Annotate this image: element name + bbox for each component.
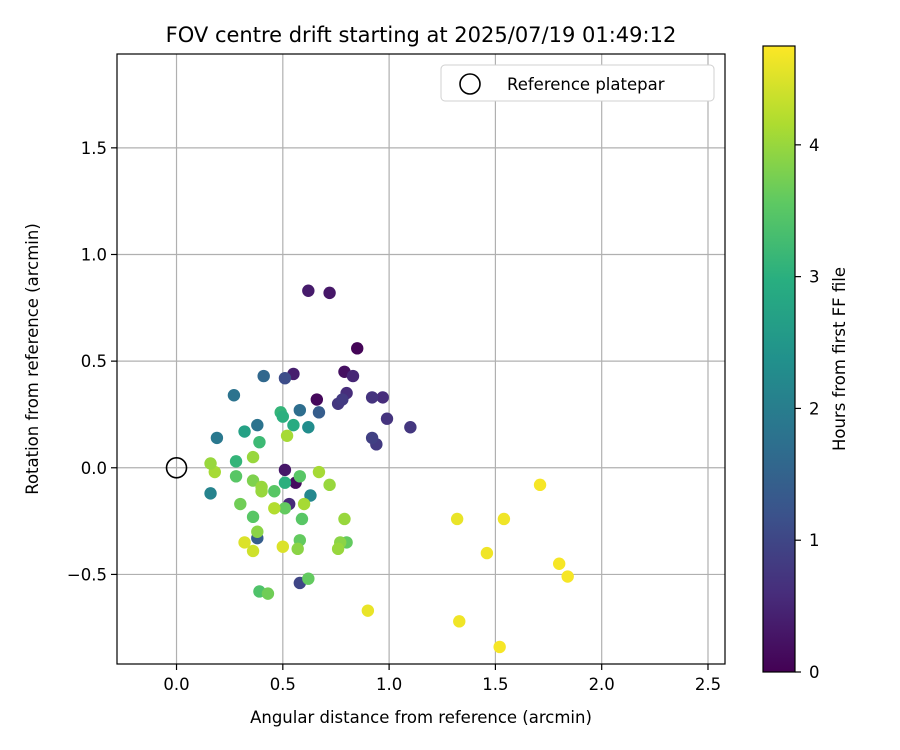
data-point (295, 512, 309, 526)
data-point (302, 421, 315, 434)
data-point (291, 542, 304, 556)
colorbar-tick-label: 4 (809, 136, 820, 155)
data-point (278, 371, 292, 385)
data-point (280, 429, 294, 442)
data-point (351, 342, 364, 355)
data-point (312, 465, 326, 479)
plot-frame (116, 53, 726, 665)
legend-box (440, 64, 715, 102)
data-point (261, 587, 275, 600)
data-point (278, 476, 292, 489)
x-axis-ticks: 0.0 0.5 1.0 1.5 2.0 2.5 (163, 664, 721, 694)
colorbar-gradient (762, 45, 796, 673)
data-point (323, 478, 336, 492)
y-tick-label: 0.0 (81, 459, 107, 478)
data-point (404, 421, 417, 434)
data-point (246, 474, 260, 487)
legend: Reference platepar (440, 64, 715, 102)
colorbar-label: Hours from first FF file (830, 267, 849, 451)
colorbar-ticks: 0 1 2 3 4 (795, 136, 820, 682)
data-point (227, 389, 241, 402)
data-point (246, 450, 260, 464)
data-point (246, 510, 260, 524)
y-axis-ticks: −0.5 0.0 0.5 1.0 1.5 (67, 139, 117, 584)
data-point (204, 457, 217, 470)
data-point (268, 502, 281, 515)
y-axis-label: Rotation from reference (arcmin) (23, 223, 42, 495)
data-point (453, 615, 466, 628)
data-point (229, 470, 243, 483)
data-point (210, 431, 224, 445)
data-point (497, 512, 511, 526)
x-tick-label: 0.5 (270, 675, 296, 694)
data-point (246, 544, 260, 558)
x-tick-label: 2.5 (695, 675, 721, 694)
data-point (552, 557, 566, 570)
data-point (380, 412, 394, 425)
data-point (365, 391, 379, 404)
data-point (561, 570, 574, 583)
y-tick-label: 1.5 (81, 139, 107, 158)
x-tick-label: 2.0 (589, 675, 615, 694)
data-point (493, 640, 506, 654)
data-point (361, 604, 375, 617)
x-tick-label: 0.0 (163, 675, 189, 694)
chart-title: FOV centre drift starting at 2025/07/19 … (166, 23, 677, 47)
y-tick-label: −0.5 (67, 565, 107, 584)
data-point (346, 369, 360, 383)
data-point (293, 470, 307, 483)
data-point (365, 431, 379, 445)
legend-entry-reference: Reference platepar (507, 75, 665, 94)
data-point (229, 455, 243, 468)
data-point (480, 546, 494, 560)
x-tick-label: 1.5 (482, 675, 508, 694)
data-point (238, 425, 251, 438)
data-point (331, 542, 345, 556)
data-point (257, 369, 270, 383)
data-point (251, 525, 264, 538)
data-points (204, 284, 574, 654)
data-point (278, 502, 292, 515)
data-point (533, 478, 547, 492)
colorbar-tick-label: 3 (809, 268, 820, 287)
x-axis-label: Angular distance from reference (arcmin) (250, 708, 592, 727)
data-point (251, 418, 264, 432)
colorbar: 0 1 2 3 4 Hours from first FF file (762, 45, 849, 682)
data-point (238, 536, 251, 549)
y-tick-label: 1.0 (81, 245, 107, 264)
grid-lines (117, 54, 725, 664)
data-point (302, 572, 315, 585)
data-point (204, 487, 217, 500)
y-tick-label: 0.5 (81, 352, 107, 371)
data-point (323, 286, 336, 300)
legend-reference-marker (459, 73, 481, 95)
data-point (287, 418, 300, 432)
colorbar-tick-label: 0 (809, 663, 820, 682)
data-point (302, 284, 315, 297)
data-point (310, 393, 324, 406)
data-point (297, 497, 311, 511)
data-point (255, 485, 268, 498)
data-point (278, 463, 292, 477)
data-point (293, 403, 307, 417)
data-point (338, 512, 351, 526)
data-point (276, 410, 290, 423)
data-point (253, 435, 266, 449)
data-point (376, 391, 389, 404)
data-point (276, 540, 290, 553)
x-tick-label: 1.0 (376, 675, 402, 694)
colorbar-tick-label: 2 (809, 399, 820, 418)
data-point (268, 485, 281, 498)
data-point (234, 497, 247, 511)
data-point (312, 406, 326, 419)
data-point (450, 512, 464, 526)
data-point (336, 393, 349, 406)
data-point (304, 489, 317, 502)
reference-platepar-marker (165, 456, 188, 479)
colorbar-tick-label: 1 (809, 531, 820, 550)
